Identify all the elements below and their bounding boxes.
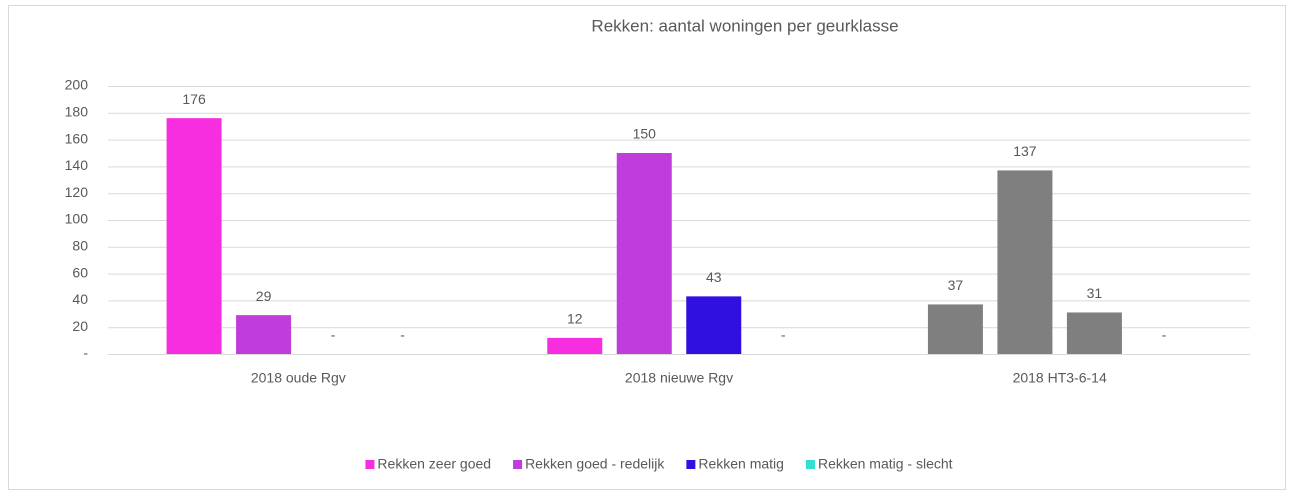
bar: [997, 170, 1053, 354]
bar: [927, 304, 983, 354]
data-label: 12: [567, 311, 583, 327]
legend-swatch: [513, 460, 523, 469]
data-label: 176: [182, 91, 206, 107]
legend-label: Rekken matig - slecht: [818, 456, 953, 472]
bar: [236, 315, 292, 354]
data-label: -: [1162, 327, 1167, 343]
x-tick-label: 2018 nieuwe Rgv: [625, 370, 733, 386]
legend-label: Rekken zeer goed: [377, 456, 491, 472]
y-tick-label: 20: [72, 318, 88, 334]
y-tick-label: 200: [65, 77, 89, 93]
legend-swatch: [686, 460, 696, 469]
y-tick-label: -: [83, 345, 88, 361]
data-label: 29: [256, 288, 272, 304]
bar: [686, 296, 742, 354]
legend-swatch: [805, 460, 815, 469]
chart-title: Rekken: aantal woningen per geurklasse: [591, 16, 898, 35]
y-tick-label: 60: [72, 264, 88, 280]
bar: [547, 337, 603, 354]
x-tick-label: 2018 HT3-6-14: [1013, 370, 1107, 386]
data-label: -: [781, 327, 786, 343]
y-tick-label: 40: [72, 291, 88, 307]
bar: [166, 118, 222, 354]
bar: [1066, 312, 1122, 354]
data-label: 37: [948, 277, 964, 293]
x-tick-label: 2018 oude Rgv: [251, 370, 346, 386]
y-tick-label: 160: [65, 130, 89, 146]
data-label: -: [331, 327, 336, 343]
data-label: -: [400, 327, 405, 343]
y-tick-label: 100: [65, 211, 89, 227]
legend-label: Rekken matig: [698, 456, 784, 472]
bar: [616, 153, 672, 354]
y-tick-label: 120: [65, 184, 89, 200]
data-label: 150: [633, 126, 657, 142]
y-tick-label: 80: [72, 238, 88, 254]
data-label: 43: [706, 269, 722, 285]
y-tick-label: 140: [65, 157, 89, 173]
data-label: 31: [1087, 285, 1103, 301]
y-tick-label: 180: [65, 104, 89, 120]
legend-swatch: [365, 460, 375, 469]
legend-label: Rekken goed - redelijk: [525, 456, 665, 472]
data-label: 137: [1013, 143, 1037, 159]
